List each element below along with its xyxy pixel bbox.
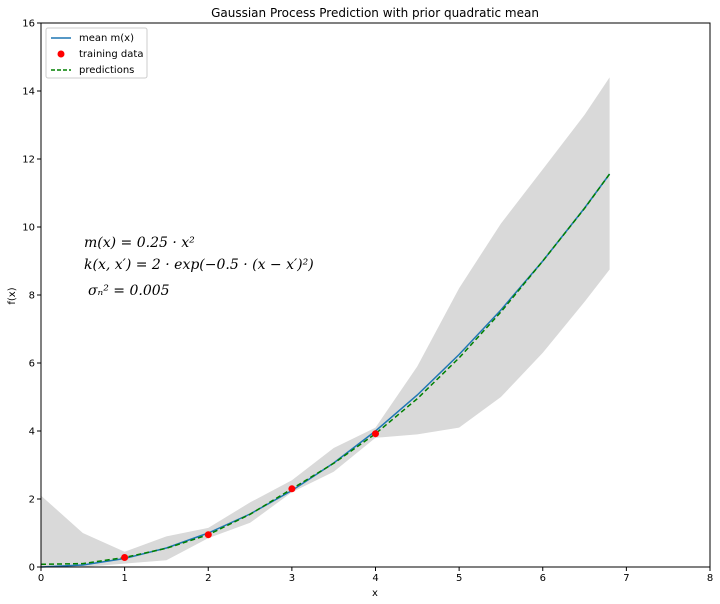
- training-point: [372, 430, 379, 438]
- legend: mean m(x) training data predictions: [45, 27, 148, 79]
- legend-training-label: training data: [79, 49, 143, 60]
- y-tick-label: 4: [29, 427, 35, 438]
- x-tick-label: 1: [121, 573, 127, 584]
- y-tick-label: 16: [22, 19, 35, 30]
- x-tick-label: 4: [372, 573, 378, 584]
- x-tick-label: 0: [38, 573, 44, 584]
- legend-training-swatch: [57, 50, 65, 58]
- annotation-mean-formula: m(x) = 0.25 · x²: [84, 235, 195, 251]
- chart-title: Gaussian Process Prediction with prior q…: [211, 6, 539, 20]
- confidence-band: [41, 77, 610, 568]
- y-tick-label: 8: [29, 291, 35, 302]
- y-tick-label: 2: [29, 495, 35, 506]
- x-tick-label: 2: [205, 573, 211, 584]
- y-axis-label: f(x): [7, 287, 18, 304]
- y-tick-label: 0: [29, 563, 35, 574]
- y-tick-label: 14: [22, 87, 35, 98]
- legend-mean-label: mean m(x): [79, 33, 134, 44]
- series-layer: [40, 173, 611, 568]
- series-line-2: [40, 173, 611, 566]
- y-tick-label: 12: [22, 155, 35, 166]
- x-tick-label: 3: [289, 573, 295, 584]
- x-tick-label: 8: [707, 573, 713, 584]
- training-point: [204, 531, 212, 539]
- formula-annotations: m(x) = 0.25 · x² k(x, x′) = 2 · exp(−0.5…: [84, 235, 314, 299]
- y-tick-label: 6: [29, 359, 35, 370]
- annotation-noise-formula: σₙ² = 0.005: [88, 283, 170, 299]
- legend-predictions-label: predictions: [79, 65, 134, 76]
- training-point: [121, 554, 129, 561]
- x-tick-label: 6: [540, 573, 546, 584]
- confidence-band-layer: [41, 77, 610, 568]
- legend-box: [45, 27, 148, 79]
- x-tick-label: 5: [456, 573, 462, 584]
- y-axis-ticks: 0 2 4 6 8 10 12 14 16: [22, 19, 41, 574]
- x-axis-ticks: 0 1 2 3 4 5 6 7 8: [38, 567, 713, 584]
- training-point: [288, 485, 296, 493]
- x-axis-label: x: [372, 588, 378, 599]
- x-tick-label: 7: [623, 573, 629, 584]
- annotation-kernel-formula: k(x, x′) = 2 · exp(−0.5 · (x − x′)²): [84, 257, 314, 273]
- y-tick-label: 10: [22, 223, 35, 234]
- training-points-layer: [121, 430, 379, 561]
